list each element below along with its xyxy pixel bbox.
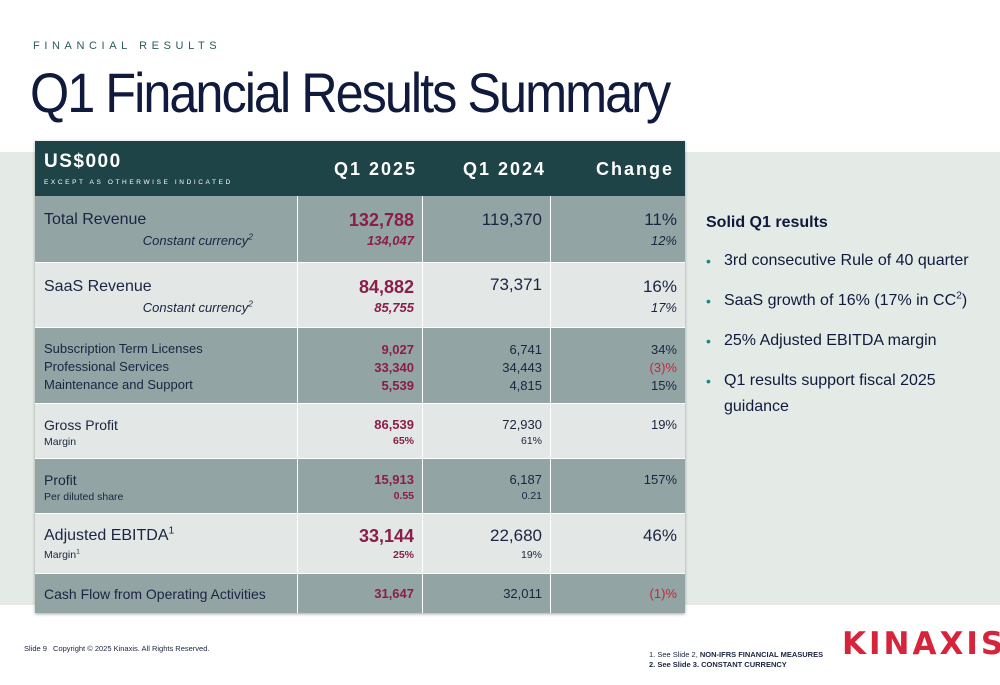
value-q1-2024: 6,187 <box>509 472 542 487</box>
value-change-negative: (1)% <box>649 586 677 601</box>
value-change: 34% <box>650 342 677 357</box>
footer-copyright: Slide 9 Copyright © 2025 Kinaxis. All Ri… <box>24 644 209 653</box>
row-label-subscription: Subscription Term Licenses <box>44 341 203 356</box>
row-label: SaaS Revenue <box>44 278 152 295</box>
highlight-item: • Q1 results support fiscal 2025 guidance <box>706 368 976 420</box>
table-row-revenue-components: Subscription Term Licenses Professional … <box>35 327 685 403</box>
column-header-q1-2024: Q1 2024 <box>462 159 546 179</box>
highlight-item: • SaaS growth of 16% (17% in CC2) <box>706 288 976 314</box>
value-q1-2025: 31,647 <box>374 586 414 601</box>
value-q1-2025: 33,340 <box>374 360 414 375</box>
value-change: 19% <box>650 417 677 432</box>
value-q1-2025-cc: 85,755 <box>374 300 414 315</box>
slide-number: Slide 9 <box>24 644 47 653</box>
table-row-profit: Profit Per diluted share 15,913 0.55 6,1… <box>35 458 685 513</box>
value-change-cc: 17% <box>650 300 677 315</box>
row-sub-label: Margin1 <box>44 548 80 561</box>
highlights-list: • 3rd consecutive Rule of 40 quarter • Saa… <box>706 248 976 420</box>
value-q1-2025-sub: 0.55 <box>393 490 414 502</box>
table-header: US$000 EXCEPT AS OTHERWISE INDICATED Q1 … <box>35 141 685 196</box>
value-change: 157% <box>643 472 677 487</box>
copyright-text: Copyright © 2025 Kinaxis. All Rights Res… <box>53 644 210 653</box>
value-q1-2024: 119,370 <box>481 210 542 229</box>
row-sub-label: Constant currency2 <box>142 231 253 248</box>
value-q1-2024-sub: 19% <box>520 549 542 561</box>
value-q1-2024: 6,741 <box>509 342 542 357</box>
row-sub-label: Margin <box>44 436 77 448</box>
value-q1-2025-sub: 25% <box>392 549 414 561</box>
bullet-icon: • <box>706 333 711 349</box>
value-q1-2024: 72,930 <box>502 417 542 432</box>
row-sub-label: Per diluted share <box>44 491 124 503</box>
highlights-panel: Solid Q1 results • 3rd consecutive Rule o… <box>706 214 976 434</box>
bullet-icon: • <box>706 373 711 389</box>
highlights-heading: Solid Q1 results <box>706 214 828 231</box>
row-label: Total Revenue <box>44 211 147 228</box>
value-q1-2025: 84,882 <box>358 277 414 297</box>
value-q1-2024-sub: 61% <box>520 435 542 447</box>
table-row-adjusted-ebitda: Adjusted EBITDA1 Margin1 33,144 25% 22,6… <box>35 513 685 573</box>
value-q1-2025-sub: 65% <box>392 435 414 447</box>
row-label: Profit <box>44 472 77 488</box>
row-label: Gross Profit <box>44 417 118 433</box>
value-change-negative: (3)% <box>649 360 677 375</box>
unit-sub-label: EXCEPT AS OTHERWISE INDICATED <box>44 179 233 186</box>
value-q1-2025: 86,539 <box>374 417 414 432</box>
highlight-item: • 3rd consecutive Rule of 40 quarter <box>706 248 976 274</box>
value-q1-2025: 15,913 <box>374 472 414 487</box>
highlight-item: • 25% Adjusted EBITDA margin <box>706 328 976 354</box>
value-q1-2024: 32,011 <box>503 586 542 601</box>
value-q1-2025: 33,144 <box>358 526 414 546</box>
bullet-icon: • <box>706 253 711 269</box>
value-q1-2025-cc: 134,047 <box>367 233 414 248</box>
value-q1-2024-sub: 0.21 <box>521 490 542 502</box>
footnote-2: 2. See Slide 3. CONSTANT CURRENCY <box>649 660 787 669</box>
value-change: 16% <box>642 277 677 296</box>
page-title: Q1 Financial Results Summary <box>30 61 671 124</box>
row-sub-label: Constant currency2 <box>142 298 253 315</box>
bullet-icon: • <box>706 293 711 309</box>
value-q1-2024: 4,815 <box>509 378 542 393</box>
value-change: 46% <box>642 526 677 545</box>
footnotes: 1. See Slide 2, NON-IFRS FINANCIAL MEASU… <box>649 650 823 670</box>
table-row-gross-profit: Gross Profit Margin 86,539 65% 72,930 61… <box>35 403 685 458</box>
value-change: 15% <box>650 378 677 393</box>
table-row-cash-flow: Cash Flow from Operating Activities 31,6… <box>35 573 685 613</box>
row-label-professional-services: Professional Services <box>44 359 169 374</box>
row-label-maintenance: Maintenance and Support <box>44 377 193 392</box>
row-label: Cash Flow from Operating Activities <box>44 586 266 602</box>
value-change-cc: 12% <box>650 233 677 248</box>
kinaxis-logo: KINAXIS® <box>842 626 1000 662</box>
value-q1-2024: 73,371 <box>490 275 542 294</box>
value-q1-2025: 9,027 <box>381 342 414 357</box>
value-q1-2025: 5,539 <box>381 378 414 393</box>
footnote-1: 1. See Slide 2, NON-IFRS FINANCIAL MEASU… <box>649 650 824 659</box>
column-header-change: Change <box>595 159 674 179</box>
table-row-saas-revenue: SaaS Revenue Constant currency2 84,882 8… <box>35 262 685 327</box>
value-q1-2025: 132,788 <box>348 210 414 230</box>
value-q1-2024: 34,443 <box>502 360 542 375</box>
value-change: 11% <box>644 210 677 229</box>
value-q1-2024: 22,680 <box>490 526 542 545</box>
financial-results-table: US$000 EXCEPT AS OTHERWISE INDICATED Q1 … <box>35 141 685 613</box>
table-row-total-revenue: Total Revenue Constant currency2 132,788… <box>35 196 685 262</box>
column-header-q1-2025: Q1 2025 <box>333 159 417 179</box>
section-eyebrow: FINANCIAL RESULTS <box>33 40 222 52</box>
row-label: Adjusted EBITDA1 <box>44 525 175 544</box>
unit-label: US$000 <box>44 151 122 172</box>
